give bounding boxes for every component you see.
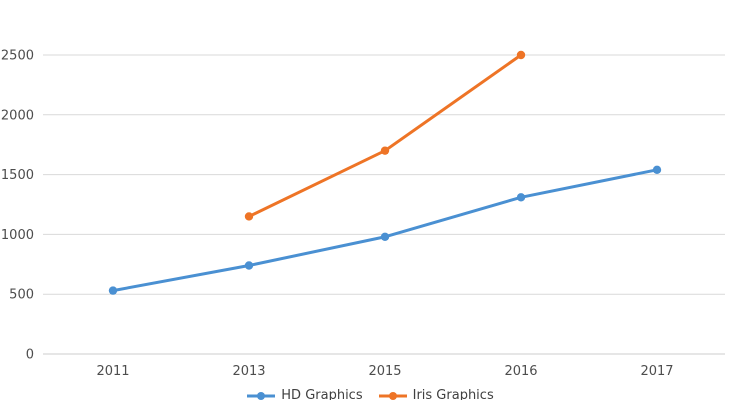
data-point-marker — [108, 286, 118, 295]
y-axis-tick-label: 0 — [26, 348, 34, 363]
data-point-marker — [380, 232, 390, 241]
data-point-marker — [380, 146, 390, 155]
x-axis-tick-label: 2013 — [232, 364, 265, 379]
legend-label-iris-graphics: Iris Graphics — [412, 388, 494, 400]
y-axis-tick-label: 2000 — [1, 108, 34, 123]
x-axis-tick-label: 2011 — [96, 364, 129, 379]
legend-label-hd-graphics: HD Graphics — [281, 388, 363, 400]
data-point-marker — [244, 261, 254, 270]
series-line-hd-graphics — [111, 168, 659, 293]
x-axis-tick-label: 2015 — [368, 364, 401, 379]
y-axis-tick-label: 1000 — [1, 228, 34, 243]
series-line-iris-graphics — [247, 53, 523, 218]
legend-item-hd-graphics[interactable]: HD Graphics — [246, 388, 363, 400]
x-axis-tick-label: 2017 — [640, 364, 673, 379]
legend-line-marker-icon — [247, 391, 276, 400]
y-axis-tick-label: 1500 — [1, 168, 34, 183]
chart-legend: HD Graphics Iris Graphics — [0, 388, 740, 400]
y-axis-tick-label: 500 — [9, 288, 34, 303]
data-point-marker — [652, 165, 662, 175]
data-point-marker — [516, 193, 526, 202]
data-point-marker — [516, 50, 526, 60]
x-axis-tick-label: 2016 — [504, 364, 537, 379]
y-axis-tick-label: 2500 — [1, 49, 34, 64]
data-point-marker — [244, 212, 254, 221]
legend-item-iris-graphics[interactable]: Iris Graphics — [378, 388, 494, 400]
legend-line-marker-icon — [378, 391, 407, 400]
